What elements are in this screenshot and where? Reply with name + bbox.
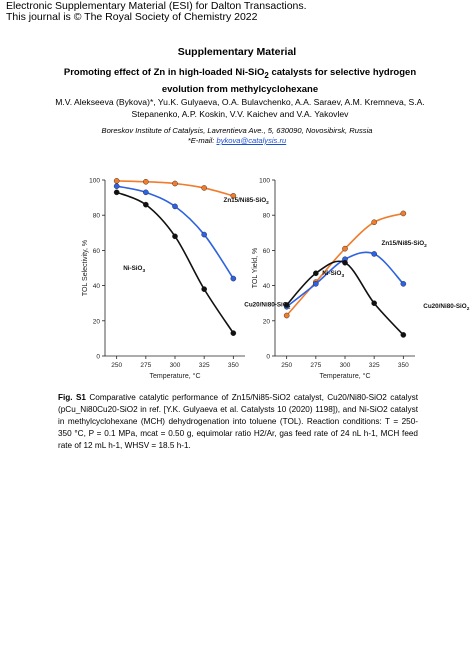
y-tick-label: 20 [263,318,271,325]
data-point [230,275,237,282]
data-point [371,300,377,306]
data-point [313,281,319,287]
y-tick-label: 20 [93,318,101,325]
data-point [400,332,407,338]
x-tick-label: 350 [228,362,239,369]
y-tick-label: 60 [263,248,271,255]
y-tick-label: 60 [93,248,101,255]
data-point [342,259,348,266]
esi-header-line2: This journal is © The Royal Society of C… [6,11,258,23]
data-point [113,178,120,184]
y-tick-label: 40 [93,283,101,290]
series-label-subscript: 2 [266,200,269,206]
x-tick-label: 250 [111,362,122,369]
data-point [172,180,178,187]
data-point [143,189,149,196]
y-tick-label: 80 [263,213,271,220]
series-label-subscript: 3 [142,268,145,274]
data-point [113,183,120,189]
x-tick-label: 300 [170,362,181,369]
y-axis-title: TOL Selectivity, % [82,240,89,296]
data-point [201,231,207,238]
data-point [313,270,319,277]
series-label: Cu20/Ni80-SiO2 [423,303,469,312]
series-label: Zn15/Ni85-SiO2 [223,197,269,206]
data-point [283,302,290,308]
y-tick-label: 40 [263,283,271,290]
x-tick-label: 325 [369,362,380,369]
data-point [400,281,407,287]
email-link[interactable]: bykova@catalysis.ru [216,136,287,145]
paper-title-part2: catalysts for selective hydrogen evoluti… [161,67,417,95]
caption-text: Comparative catalytic performance of Zn1… [58,393,419,450]
paper-title-subscript: 2 [264,70,269,80]
series-label: Cu20/Ni80-SiO2 [244,302,290,311]
y-axis-title: TOL Yield, % [252,248,259,288]
data-point [113,189,120,196]
paper-title: Promoting effect of Zn in high-loaded Ni… [50,66,430,97]
caption-label: Fig. S1 [58,393,86,402]
series-line [286,260,404,336]
y-tick-label: 100 [259,178,270,185]
x-axis-title: Temperature, °C [319,372,370,380]
y-tick-label: 100 [89,178,100,185]
x-tick-label: 275 [310,362,321,369]
data-point [283,312,290,319]
author-list: M.V. Alekseeva (Bykova)*, Yu.K. Gulyaeva… [55,97,425,119]
data-point [172,203,178,210]
affiliation: Boreskov Institute of Catalysis, Lavrent… [101,126,373,135]
data-point [230,330,237,336]
x-tick-label: 275 [140,362,151,369]
series-label: Ni-SiO3 [322,270,344,279]
data-point [342,245,348,252]
data-point [371,251,377,257]
y-tick-label: 0 [266,354,270,361]
series-label-subscript: 2 [424,243,427,249]
series-line [116,191,234,334]
supplementary-title: Supplementary Material [177,46,297,58]
x-tick-label: 325 [199,362,210,369]
x-axis-title: Temperature, °C [149,372,200,380]
x-tick-label: 250 [281,362,292,369]
data-point [230,193,237,199]
yield-chart: 0 20 40 60 80 100 250 275 300 325 350 Temperature, … [252,178,470,381]
series-label-subscript: 2 [467,306,470,312]
series-label: Ni-SiO3 [123,265,145,274]
email-label: *E-mail: [187,136,217,145]
x-tick-label: 350 [398,362,409,369]
figure-caption: Fig. S1 Comparative catalytic performanc… [58,392,418,452]
data-point [400,210,407,217]
series-label-subscript: 3 [341,273,344,279]
x-tick-label: 300 [340,362,351,369]
data-point [143,178,149,185]
esi-header-line1: Electronic Supplementary Material (ESI) … [6,0,307,12]
y-tick-label: 0 [96,354,100,361]
email-line: *E-mail: bykova@catalysis.ru [0,136,474,145]
data-point [143,201,149,208]
data-point [172,233,178,240]
paper-title-part1: Promoting effect of Zn in high-loaded Ni… [63,67,265,78]
data-point [371,219,377,226]
data-point [201,185,207,191]
y-tick-label: 80 [93,213,101,220]
data-point [201,286,207,292]
series-label: Zn15/Ni85-SiO2 [381,240,427,249]
